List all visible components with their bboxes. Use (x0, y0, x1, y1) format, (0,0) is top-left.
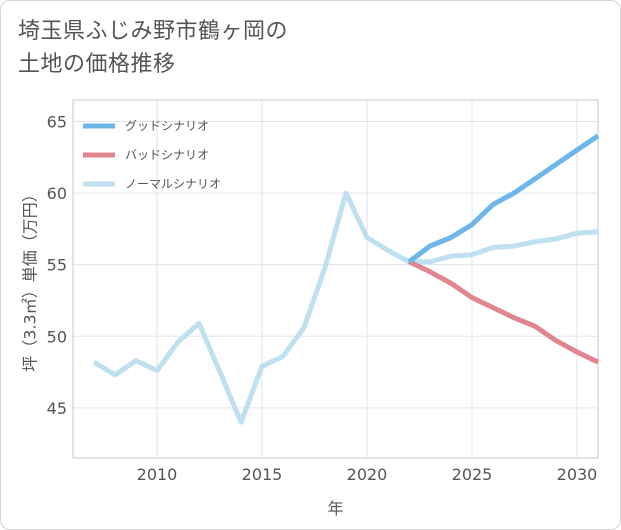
legend-label: グッドシナリオ (125, 119, 209, 133)
y-tick-label: 50 (47, 327, 67, 346)
y-axis-ticks: 45 50 55 60 65 (47, 112, 67, 417)
chart-title-line2: 土地の価格推移 (18, 52, 176, 77)
y-tick-label: 65 (47, 112, 67, 131)
plot-frame (72, 99, 599, 459)
x-tick-label: 2010 (137, 465, 178, 484)
series-line-3 (92, 190, 599, 425)
x-axis-ticks: 2010 2015 2020 2025 2030 (137, 465, 598, 484)
y-tick-label: 45 (47, 399, 67, 418)
series-layer (92, 133, 600, 425)
chart-title-line1: 埼玉県ふじみ野市鶴ヶ岡の (18, 19, 289, 44)
y-tick-label: 55 (47, 256, 67, 275)
x-tick-label: 2030 (557, 465, 598, 484)
chart-title: 埼玉県ふじみ野市鶴ヶ岡の 土地の価格推移 (18, 15, 598, 81)
series-line-2 (407, 259, 600, 365)
x-tick-label: 2025 (452, 465, 493, 484)
series-line-1 (407, 133, 600, 264)
x-axis-label: 年 (327, 499, 343, 518)
legend-label: バッドシナリオ (125, 148, 209, 162)
x-tick-label: 2015 (242, 465, 283, 484)
legend-label: ノーマルシナリオ (125, 177, 221, 191)
y-tick-label: 60 (47, 184, 67, 203)
x-tick-label: 2020 (347, 465, 388, 484)
y-axis-label: 坪（3.3㎡）単価（万円） (21, 186, 40, 371)
